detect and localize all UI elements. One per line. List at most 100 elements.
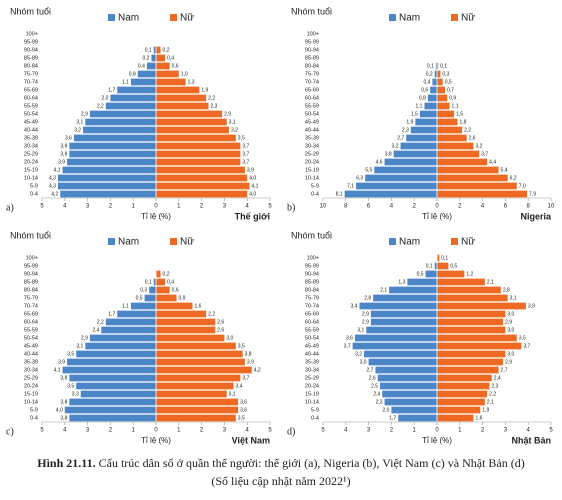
data-label: 1,5 — [456, 111, 463, 117]
y-tick-label: 80-84 — [24, 287, 38, 293]
x-tick-label: 0 — [435, 204, 439, 210]
data-label: 2,3 — [376, 399, 383, 405]
y-tick-label: 60-64 — [24, 95, 38, 101]
data-label: 3,8 — [60, 143, 67, 149]
x-tick-label: 5 — [321, 428, 325, 434]
y-tick-label: 5-9 — [30, 183, 38, 189]
data-label: 2,1 — [487, 399, 494, 405]
bar — [427, 94, 437, 102]
y-tick-label: 70-74 — [24, 79, 38, 85]
bar — [156, 102, 209, 110]
data-label: 3,1 — [76, 343, 83, 349]
bar — [437, 358, 504, 366]
y-tick-label: 55-59 — [24, 327, 38, 333]
x-tick-label: 4 — [63, 204, 67, 210]
y-tick-label: 85-89 — [24, 279, 38, 285]
data-label: 4,2 — [254, 367, 261, 373]
y-tick-label: 85-89 — [24, 55, 38, 61]
data-label: 4,2 — [51, 191, 58, 197]
y-tick-label: 20-24 — [305, 159, 319, 165]
data-label: 3,0 — [507, 351, 514, 357]
data-label: 1,1 — [122, 303, 129, 309]
data-label: 1,7 — [108, 87, 115, 93]
bar — [368, 358, 437, 366]
y-tick-label: 40-44 — [24, 127, 38, 133]
legend-label: Nam — [399, 237, 420, 248]
data-label: 0,2 — [426, 71, 433, 77]
y-tick-label: 70-74 — [24, 303, 38, 309]
bar — [437, 350, 506, 358]
data-label: 3,5 — [238, 343, 245, 349]
bar — [437, 302, 526, 310]
data-label: 3,4 — [351, 303, 358, 309]
bar — [374, 166, 437, 174]
data-label: 3,3 — [72, 391, 79, 397]
data-label: 3,2 — [74, 127, 81, 133]
bar — [437, 270, 465, 278]
data-label: 1,0 — [181, 71, 188, 77]
bar — [85, 342, 156, 350]
bar — [398, 414, 437, 422]
data-label: 5,4 — [501, 167, 508, 173]
bar — [156, 366, 252, 374]
data-label: 2,6 — [217, 319, 224, 325]
data-label: 0,6 — [172, 287, 179, 293]
y-tick-label: 100+ — [307, 31, 319, 37]
data-label: 3,1 — [229, 391, 236, 397]
y-tick-label: 55-59 — [305, 327, 319, 333]
caption-label: Hình 21.11. — [37, 456, 96, 470]
bar — [151, 54, 156, 62]
bar — [156, 166, 245, 174]
y-tick-label: 85-89 — [305, 55, 319, 61]
bar — [57, 182, 156, 190]
bar — [130, 78, 156, 86]
legend-swatch — [108, 238, 115, 245]
bar — [156, 62, 170, 70]
data-label: 4,6 — [376, 159, 383, 165]
y-axis-title: Nhóm tuổi — [291, 6, 332, 16]
bar — [67, 158, 156, 166]
y-tick-label: 95-99 — [305, 39, 319, 45]
data-label: 2,3 — [491, 383, 498, 389]
bar — [437, 150, 480, 158]
x-tick-label: 5 — [40, 204, 44, 210]
x-tick-label: 3 — [367, 428, 371, 434]
data-label: 0,4 — [167, 279, 174, 285]
data-label: 3,6 — [65, 135, 72, 141]
y-tick-label: 70-74 — [305, 303, 319, 309]
bar — [156, 86, 200, 94]
bar — [437, 118, 458, 126]
bar — [437, 382, 490, 390]
y-tick-label: 75-79 — [305, 295, 319, 301]
y-tick-label: 10-14 — [305, 175, 319, 181]
legend-swatch — [451, 14, 458, 21]
data-label: 4,1 — [251, 183, 258, 189]
data-label: 0,6 — [172, 63, 179, 69]
bar — [373, 294, 437, 302]
data-label: 6,3 — [356, 175, 363, 181]
data-label: 0,1 — [145, 47, 152, 53]
bar — [406, 134, 437, 142]
bar — [384, 398, 437, 406]
data-label: 3,8 — [245, 351, 252, 357]
y-tick-label: 45-49 — [305, 343, 319, 349]
data-label: 3,0 — [226, 335, 233, 341]
bar — [156, 334, 225, 342]
data-label: 2,2 — [208, 95, 215, 101]
bar — [437, 86, 445, 94]
y-tick-label: 5-9 — [311, 183, 319, 189]
bar — [156, 310, 207, 318]
x-tick-label: 1 — [132, 428, 136, 434]
bar — [156, 110, 223, 118]
bar — [437, 158, 488, 166]
y-tick-label: 35-39 — [24, 359, 38, 365]
bar — [437, 94, 448, 102]
bar — [89, 334, 156, 342]
y-tick-label: 90-94 — [305, 47, 319, 53]
x-tick-label: 1 — [132, 204, 136, 210]
y-tick-label: 50-54 — [24, 335, 38, 341]
bar — [375, 366, 437, 374]
bar — [437, 294, 508, 302]
data-label: 3,2 — [392, 143, 399, 149]
